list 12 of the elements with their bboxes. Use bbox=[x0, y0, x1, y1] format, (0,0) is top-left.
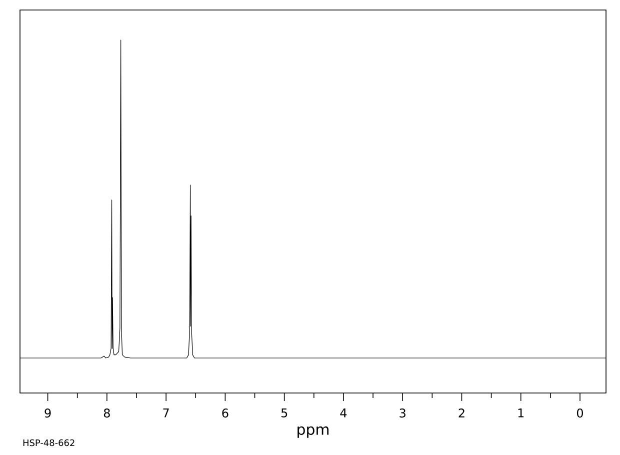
x-tick-label: 1 bbox=[518, 408, 524, 418]
x-tick-label: 4 bbox=[340, 408, 347, 418]
x-tick-label: 5 bbox=[281, 408, 288, 418]
x-tick-label: 3 bbox=[400, 408, 406, 418]
text: HSP-48-662 bbox=[23, 439, 74, 446]
x-axis-title: ppm bbox=[298, 426, 328, 438]
x-tick-label: 8 bbox=[104, 408, 110, 418]
x-tick-label: 0 bbox=[576, 408, 584, 418]
x-tick-label: 9 bbox=[44, 408, 51, 418]
x-tick-label: 6 bbox=[222, 408, 228, 418]
x-tick-label: 2 bbox=[458, 408, 464, 418]
x-tick-label: 7 bbox=[163, 408, 169, 418]
